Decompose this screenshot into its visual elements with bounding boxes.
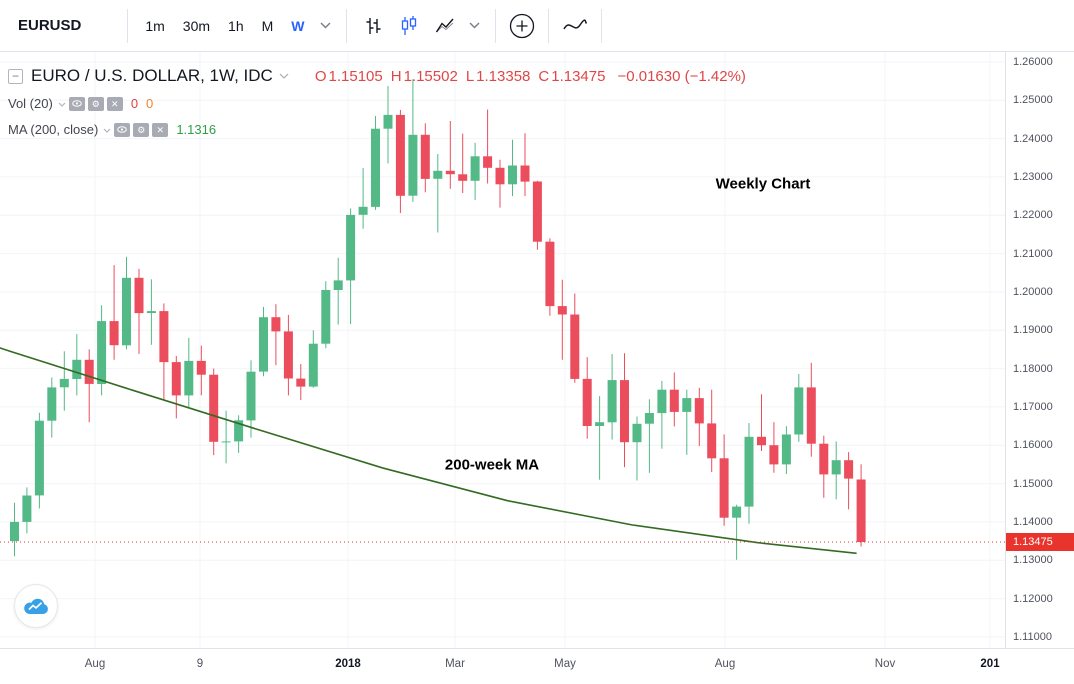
change-value: −0.01630 (−1.42%) <box>617 67 746 85</box>
gear-icon[interactable]: ⚙ <box>87 96 104 111</box>
price-tick-label: 1.22000 <box>1013 209 1053 222</box>
price-tick-label: 1.23000 <box>1013 170 1053 183</box>
high-value: 1.15502 <box>403 67 458 85</box>
interval-expand-chevron[interactable] <box>314 8 338 44</box>
time-tick-label: 201 <box>980 658 1000 670</box>
price-tick-label: 1.24000 <box>1013 132 1053 145</box>
chevron-down-icon <box>103 128 111 133</box>
price-tick-label: 1.25000 <box>1013 94 1053 107</box>
volume-value-1: 0 <box>130 96 139 111</box>
area-icon <box>435 18 454 32</box>
gear-icon[interactable]: ⚙ <box>133 122 150 137</box>
chart-annotation[interactable]: Weekly Chart <box>715 175 811 193</box>
price-axis[interactable]: 1.26000 1.25000 1.24000 1.23000 1.22000 1.210… <box>1005 52 1074 648</box>
price-tick-label: 1.15000 <box>1013 477 1053 490</box>
indicator-row-volume: Vol (20) ⚙ ✕ 0 0 <box>8 95 746 112</box>
interval-week-button[interactable]: W <box>282 12 313 40</box>
time-tick-label: Aug <box>714 658 736 670</box>
price-tick-label: 1.26000 <box>1013 55 1053 68</box>
publish-idea-button[interactable] <box>14 584 58 628</box>
symbol-button[interactable]: EURUSD <box>18 17 82 34</box>
chart-style-bars-button[interactable] <box>355 8 391 44</box>
close-icon[interactable]: ✕ <box>152 122 169 137</box>
interval-1h-button[interactable]: 1h <box>219 12 253 40</box>
top-toolbar: EURUSD 1m 30m 1h M W <box>0 0 1074 52</box>
price-tick-label: 1.16000 <box>1013 439 1053 452</box>
chart-pane: Weekly Chart 200-week MA − EURO / U.S. DO… <box>0 52 1005 648</box>
close-icon[interactable]: ✕ <box>106 96 123 111</box>
cloud-chart-icon <box>24 598 48 615</box>
collapse-icon[interactable]: − <box>8 68 23 84</box>
time-tick-label: Nov <box>874 658 896 670</box>
ma-value: 1.1316 <box>176 122 217 137</box>
chevron-down-icon <box>320 22 331 29</box>
toolbar-separator <box>345 8 347 43</box>
price-tick-label: 1.12000 <box>1013 592 1053 605</box>
legend-title-row: − EURO / U.S. DOLLAR, 1W, IDC O 1.15105 H… <box>8 66 746 86</box>
volume-value-2: 0 <box>146 96 154 111</box>
eye-icon[interactable] <box>114 122 131 137</box>
chart-style-expand-chevron[interactable] <box>463 8 487 44</box>
time-tick-label: 9 <box>196 658 204 670</box>
ma-indicator-label[interactable]: MA (200, close) <box>8 122 99 137</box>
chevron-down-icon <box>469 22 480 29</box>
time-tick-label: Aug <box>84 658 106 670</box>
chart-style-area-button[interactable] <box>427 8 463 44</box>
price-tick-label: 1.20000 <box>1013 285 1053 298</box>
volume-indicator-label[interactable]: Vol (20) <box>8 96 53 111</box>
low-label: L <box>465 67 475 85</box>
time-axis[interactable]: Aug 9 2018 Mar May Aug Nov 201 <box>0 648 1074 684</box>
chart-style-candles-button[interactable] <box>391 8 427 44</box>
indicator-chevron[interactable] <box>58 102 66 107</box>
chevron-down-icon <box>58 102 66 107</box>
chart-annotation[interactable]: 200-week MA <box>444 456 540 474</box>
chart-canvas[interactable] <box>0 52 1005 648</box>
toolbar-separator <box>494 8 496 43</box>
price-tick-label: 1.21000 <box>1013 247 1053 260</box>
indicators-button[interactable] <box>557 8 593 44</box>
high-label: H <box>390 67 402 85</box>
toolbar-separator <box>127 8 129 43</box>
symbol-title[interactable]: EURO / U.S. DOLLAR, 1W, IDC <box>31 66 273 85</box>
plus-circle-icon <box>509 13 534 38</box>
price-tick-label: 1.14000 <box>1013 515 1053 528</box>
price-tick-label: 1.18000 <box>1013 362 1053 375</box>
last-price-label: 1.13475 <box>1006 533 1074 552</box>
close-label: C <box>538 67 550 85</box>
indicator-row-ma: MA (200, close) ⚙ ✕ 1.1316 <box>8 121 746 138</box>
price-tick-label: 1.19000 <box>1013 324 1053 337</box>
indicator-chevron[interactable] <box>103 128 111 133</box>
price-tick-label: 1.13000 <box>1013 554 1053 567</box>
curve-icon <box>562 18 587 29</box>
toolbar-separator <box>547 8 549 43</box>
close-value: 1.13475 <box>551 67 606 85</box>
toolbar-separator <box>600 8 602 43</box>
price-tick-label: 1.17000 <box>1013 400 1053 413</box>
interval-30m-button[interactable]: 30m <box>174 12 219 40</box>
interval-1m-button[interactable]: 1m <box>136 12 173 40</box>
eye-icon[interactable] <box>68 96 85 111</box>
compare-add-button[interactable] <box>504 8 540 44</box>
candles-icon <box>401 15 416 35</box>
chevron-down-icon <box>279 73 289 79</box>
chart-legend: − EURO / U.S. DOLLAR, 1W, IDC O 1.15105 H… <box>8 66 746 138</box>
open-value: 1.15105 <box>328 67 383 85</box>
interval-month-button[interactable]: M <box>253 12 283 40</box>
time-tick-label: May <box>554 658 576 670</box>
time-tick-label: 2018 <box>335 658 361 670</box>
bars-icon <box>366 17 380 34</box>
legend-chevron[interactable] <box>279 73 289 79</box>
low-value: 1.13358 <box>476 67 531 85</box>
open-label: O <box>314 67 327 85</box>
ohlc-values: O 1.15105 H 1.15502 L 1.13358 C 1.13475 −0.0… <box>307 68 746 85</box>
time-tick-label: Mar <box>445 658 465 670</box>
price-tick-label: 1.11000 <box>1013 630 1052 643</box>
